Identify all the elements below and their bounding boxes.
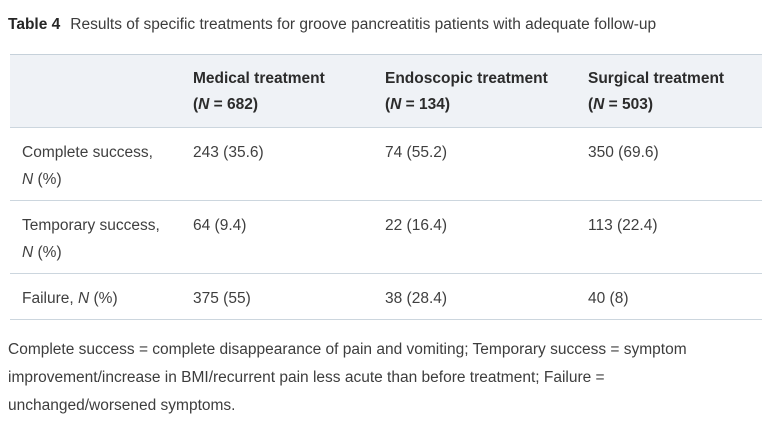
value-cell-r1-c3: 350 (69.6)	[588, 127, 762, 201]
column-header-1: Medical treatment (N = 682)	[193, 54, 385, 128]
value-cell-r3-c1: 375 (55)	[193, 273, 385, 320]
header-corner-cell	[10, 54, 193, 128]
table-row-3: Failure, N (%) 375 (55) 38 (28.4) 40 (8)	[10, 273, 762, 320]
column-header-3: Surgical treatment (N = 503)	[588, 54, 762, 128]
table-row-2: Temporary success, N (%) 64 (9.4) 22 (16.4)…	[10, 200, 762, 274]
value-cell-r3-c3: 40 (8)	[588, 273, 762, 320]
row-label: Complete success, N (%)	[10, 127, 193, 201]
value-cell-r2-c1: 64 (9.4)	[193, 200, 385, 274]
header-row: Medical treatment (N = 682) Endoscopic tre…	[10, 54, 762, 128]
value-cell-r2-c2: 22 (16.4)	[385, 200, 588, 274]
table-row-1: Complete success, N (%) 243 (35.6) 74 (55.2…	[10, 127, 762, 201]
table-header: Medical treatment (N = 682) Endoscopic tre…	[10, 54, 762, 128]
table-footnote: Complete success = complete disappearanc…	[8, 341, 687, 414]
column-header-2: Endoscopic treatment (N = 134)	[385, 54, 588, 128]
table-body: Complete success, N (%) 243 (35.6) 74 (55.2…	[10, 127, 762, 320]
row-label: Failure, N (%)	[10, 273, 193, 320]
value-cell-r1-c2: 74 (55.2)	[385, 127, 588, 201]
table-caption-text: Results of specific treatments for groov…	[70, 16, 657, 33]
row-label: Temporary success, N (%)	[10, 200, 193, 274]
value-cell-r2-c3: 113 (22.4)	[588, 200, 762, 274]
value-cell-r1-c1: 243 (35.6)	[193, 127, 385, 201]
table-caption-label: Table 4	[8, 16, 61, 33]
value-cell-r3-c2: 38 (28.4)	[385, 273, 588, 320]
table-caption: Table 4 Results of specific treatments fo…	[8, 14, 772, 36]
results-table: Medical treatment (N = 682) Endoscopic tre…	[10, 54, 762, 320]
